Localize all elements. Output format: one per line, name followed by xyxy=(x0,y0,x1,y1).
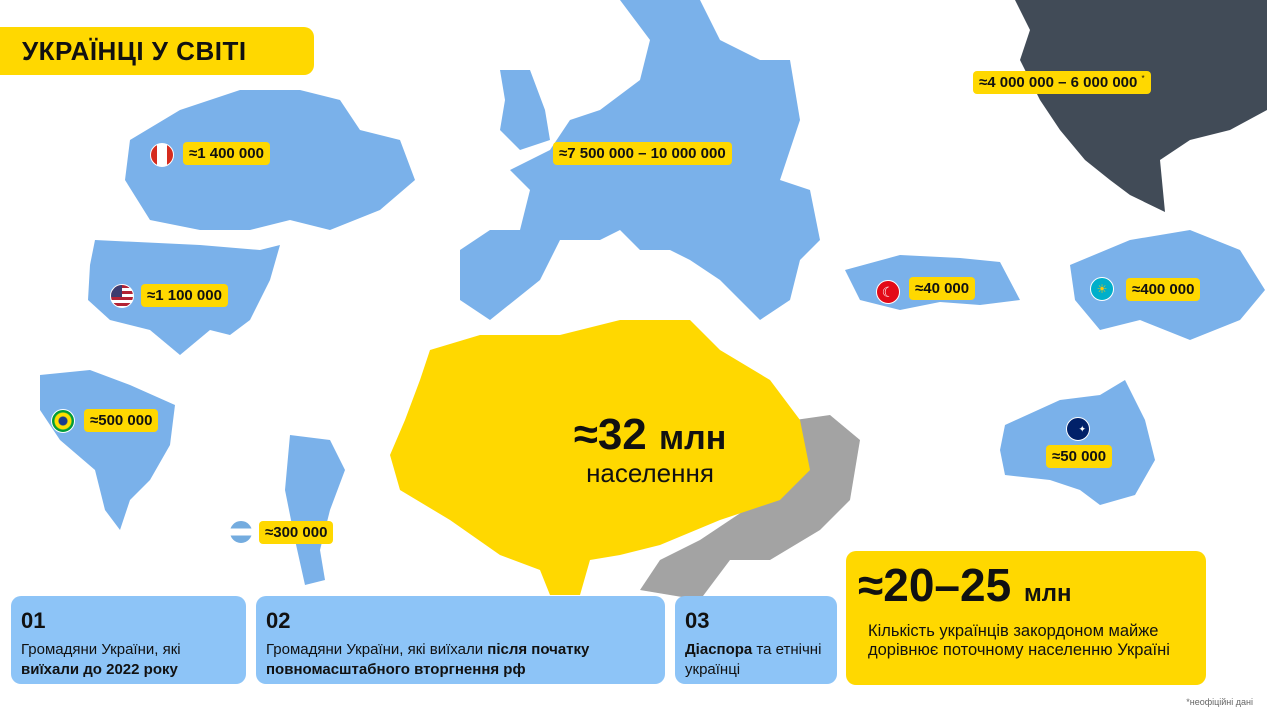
footnote-mark: * xyxy=(1141,74,1145,83)
label-russia-value: ≈4 000 000 – 6 000 000 xyxy=(979,74,1138,91)
argentina-flag-icon xyxy=(229,520,253,544)
ukraine-population: ≈32 млн населення xyxy=(540,410,760,489)
label-kazakhstan: ≈400 000 xyxy=(1126,278,1201,301)
card-text: Діаспора та етнічні українці xyxy=(685,640,827,680)
card-text: Громадяни України, які виїхали до 2022 р… xyxy=(21,640,236,680)
footnote: *неофіційні дані xyxy=(1186,697,1253,707)
ukraine-unit: млн xyxy=(659,419,727,457)
region-argentina xyxy=(285,435,345,585)
region-canada xyxy=(125,90,415,230)
card-number: 01 xyxy=(21,608,46,633)
card-text-regular: Громадяни України, які xyxy=(21,641,181,658)
card-03: 03 Діаспора та етнічні українці xyxy=(675,596,837,684)
card-number: 02 xyxy=(266,608,291,633)
card-01: 01 Громадяни України, які виїхали до 202… xyxy=(11,596,246,684)
label-europe: ≈7 500 000 – 10 000 000 xyxy=(553,142,732,165)
region-brazil xyxy=(40,370,175,530)
kazakhstan-flag-icon: ☀ xyxy=(1090,277,1114,301)
turkey-flag-icon: ☾ xyxy=(876,280,900,304)
label-canada: ≈1 400 000 xyxy=(183,142,270,165)
ukraine-population-value: ≈32 млн xyxy=(540,410,760,460)
usa-flag-icon xyxy=(110,284,134,308)
australia-flag-icon: ✦ xyxy=(1066,417,1090,441)
label-brazil: ≈500 000 xyxy=(84,409,159,432)
summary-unit: млн xyxy=(1023,580,1072,607)
usa-flag-canton xyxy=(111,285,122,297)
region-ukraine xyxy=(390,320,810,595)
summary-value: ≈20–25 млн xyxy=(858,559,1194,620)
region-australia xyxy=(1000,380,1155,505)
label-argentina: ≈300 000 xyxy=(259,521,334,544)
card-text-bold: виїхали до 2022 року xyxy=(21,661,178,678)
label-russia: ≈4 000 000 – 6 000 000 * xyxy=(973,71,1151,94)
canada-flag-icon xyxy=(150,143,174,167)
card-text-regular: Громадяни України, які виїхали xyxy=(266,641,488,658)
card-number: 03 xyxy=(685,608,710,633)
card-text-bold: після початку повномасштабного вторгненн… xyxy=(266,641,590,678)
label-turkey: ≈40 000 xyxy=(909,277,976,300)
card-02: 02 Громадяни України, які виїхали після … xyxy=(256,596,665,684)
region-uk xyxy=(500,70,550,150)
summary-number: ≈20–25 xyxy=(858,559,1012,611)
page-title: УКРАЇНЦІ У СВІТІ xyxy=(0,27,314,75)
summary-box: ≈20–25 млн Кількість українців закордоно… xyxy=(846,551,1206,685)
summary-text: Кількість українців закордоном майже дор… xyxy=(868,622,1170,659)
region-russia xyxy=(1015,0,1267,212)
card-text-bold: Діаспора xyxy=(685,641,753,658)
card-text: Громадяни України, які виїхали після поч… xyxy=(266,640,655,680)
ukraine-value: ≈32 xyxy=(573,410,647,459)
label-usa: ≈1 100 000 xyxy=(141,284,228,307)
label-australia: ≈50 000 xyxy=(1046,445,1113,468)
card-text-regular: та етнічні українці xyxy=(685,641,822,678)
brazil-flag-icon xyxy=(51,409,75,433)
ukraine-caption: населення xyxy=(586,458,714,488)
